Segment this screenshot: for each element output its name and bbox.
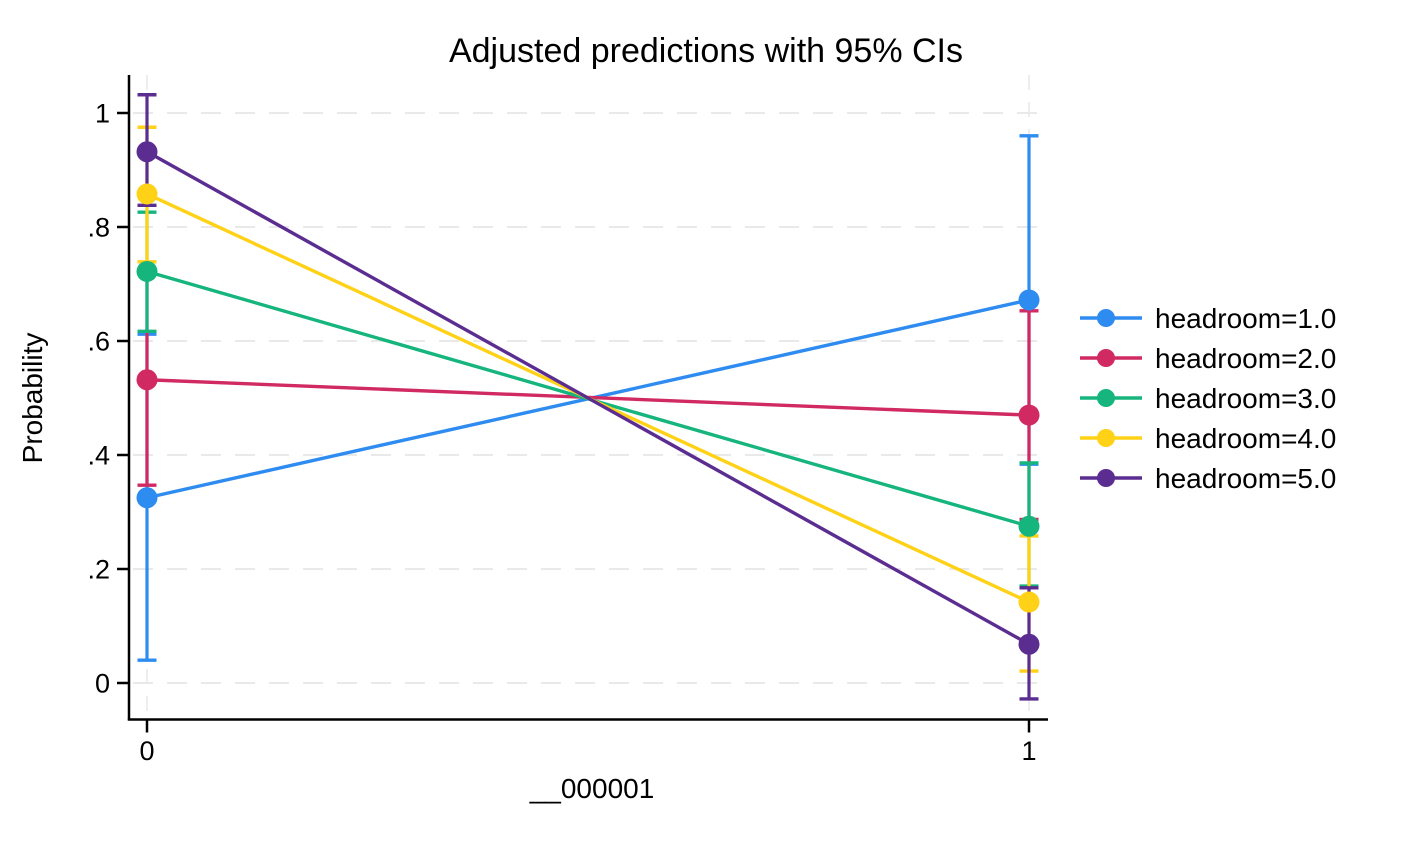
y-tick-label: .2 bbox=[87, 555, 110, 585]
x-axis-title: __000001 bbox=[529, 773, 655, 804]
data-point-marker bbox=[136, 141, 158, 163]
legend-label: headroom=1.0 bbox=[1155, 303, 1336, 334]
data-point-marker bbox=[136, 183, 158, 205]
data-point-marker bbox=[1018, 633, 1040, 655]
x-tick-label: 0 bbox=[139, 736, 154, 766]
legend-label: headroom=5.0 bbox=[1155, 463, 1336, 494]
data-point-marker bbox=[136, 260, 158, 282]
legend-label: headroom=3.0 bbox=[1155, 383, 1336, 414]
axes bbox=[117, 75, 1048, 733]
y-tick-label: .4 bbox=[87, 441, 110, 471]
data-point-marker bbox=[1018, 515, 1040, 537]
legend-marker bbox=[1097, 389, 1115, 407]
y-tick-label: .8 bbox=[87, 213, 110, 243]
data-point-marker bbox=[1018, 404, 1040, 426]
data-point-marker bbox=[1018, 289, 1040, 311]
legend-marker bbox=[1097, 309, 1115, 327]
data-point-marker bbox=[136, 369, 158, 391]
legend: headroom=1.0 headroom=2.0 headroom=3.0 head… bbox=[1080, 303, 1336, 494]
chart-title: Adjusted predictions with 95% CIs bbox=[449, 32, 963, 70]
legend-label: headroom=2.0 bbox=[1155, 343, 1336, 374]
legend-marker bbox=[1097, 349, 1115, 367]
y-tick-label: 0 bbox=[95, 669, 110, 699]
x-tick-label: 1 bbox=[1021, 736, 1036, 766]
y-tick-label: 1 bbox=[95, 99, 110, 129]
legend-marker bbox=[1097, 429, 1115, 447]
data-point-marker bbox=[136, 487, 158, 509]
series-line bbox=[146, 150, 1030, 646]
gridlines bbox=[133, 75, 1048, 720]
data-point-marker bbox=[1018, 591, 1040, 613]
series-lines bbox=[146, 150, 1030, 646]
legend-marker bbox=[1097, 469, 1115, 487]
legend-label: headroom=4.0 bbox=[1155, 423, 1336, 454]
y-axis-title: Probability bbox=[17, 333, 48, 464]
y-tick-label: .6 bbox=[87, 327, 110, 357]
data-markers bbox=[136, 141, 1040, 655]
tick-labels: 0 .2 .4 .6 .8 1 0 1 bbox=[87, 99, 1036, 767]
